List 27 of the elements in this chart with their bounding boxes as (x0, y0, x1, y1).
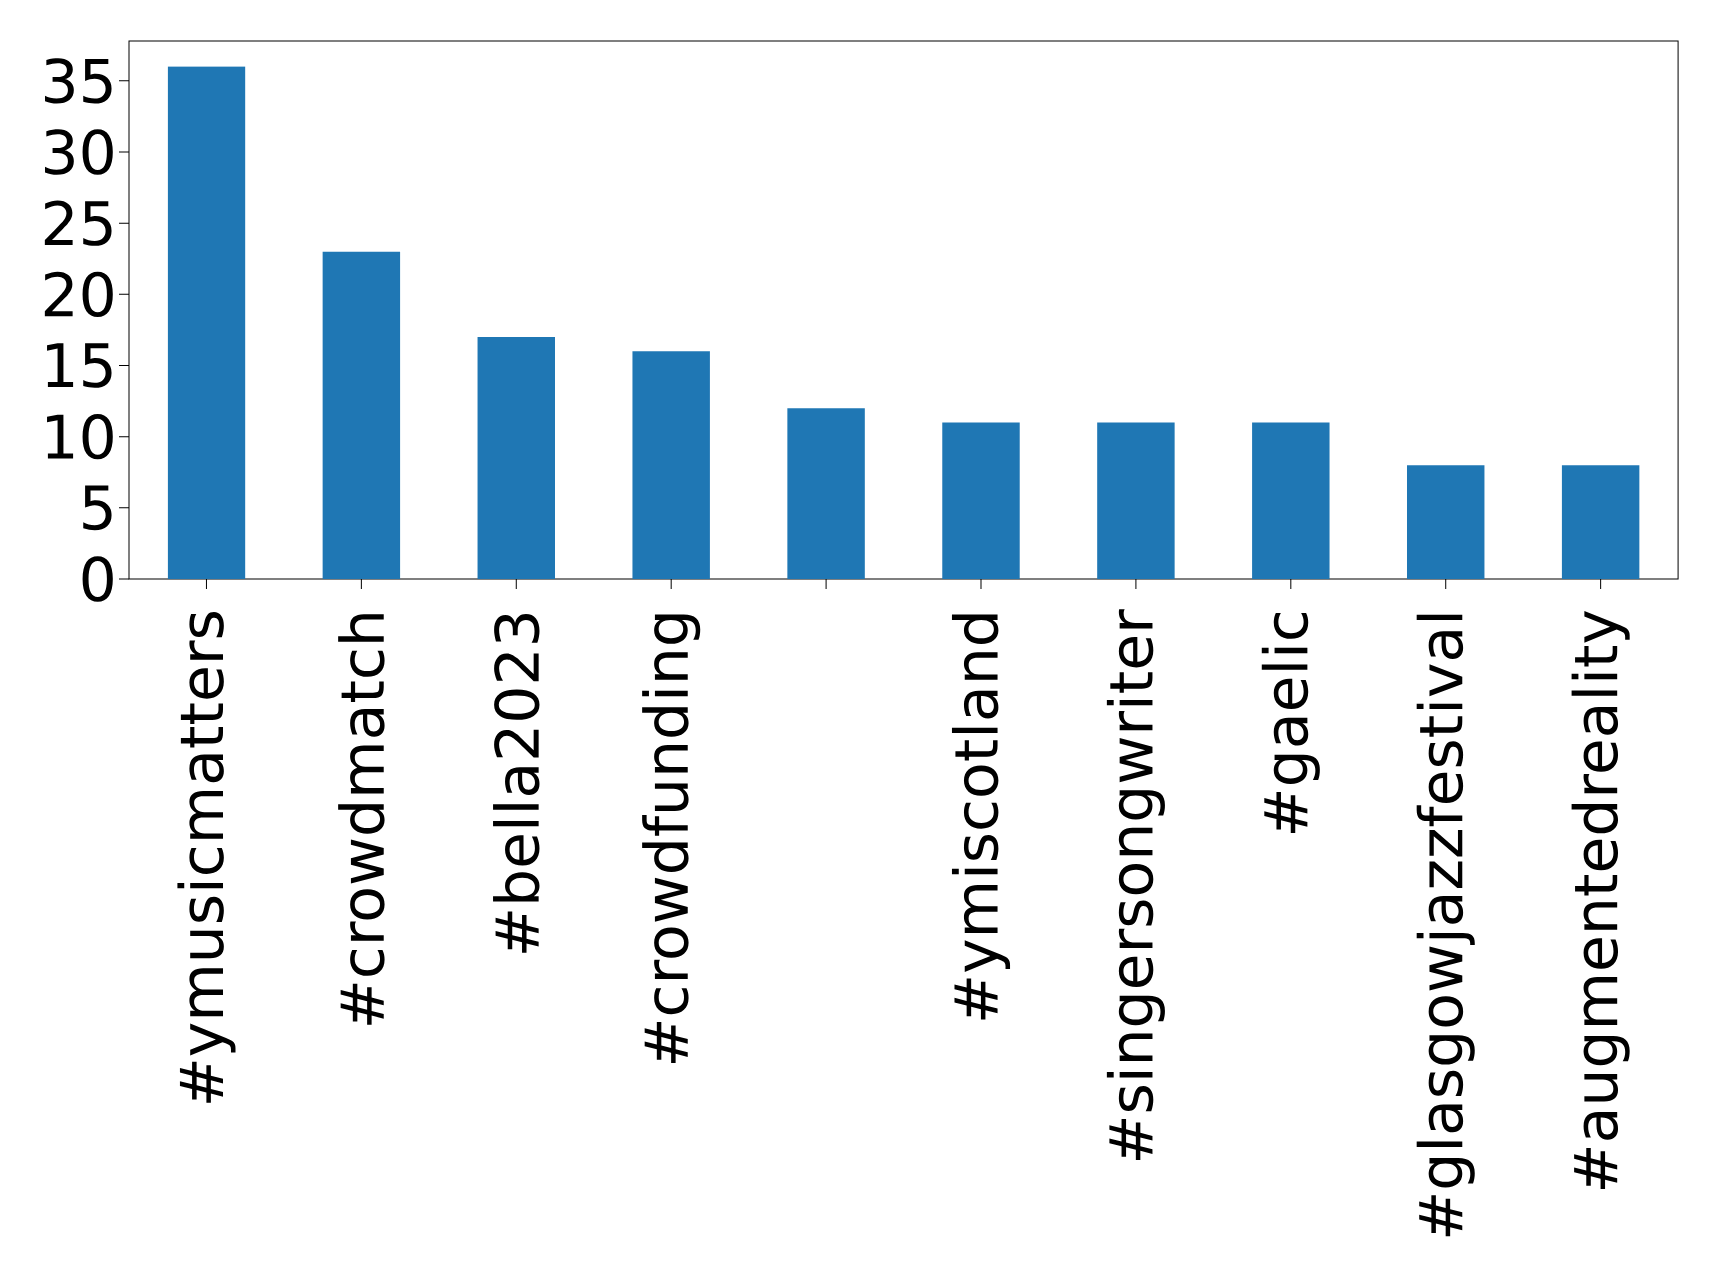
x-tick-label: #bella2023 (493, 614, 540, 953)
x-tick-label: #augmentedreality (1571, 610, 1630, 1190)
x-tick-label: #crowdfunding (642, 614, 701, 1064)
y-tick-label: 35 (45, 58, 112, 104)
bar (167, 66, 246, 579)
x-tick-label: #singersongwriter (1106, 609, 1165, 1161)
y-tick-label: 25 (44, 200, 112, 246)
y-tick-label: 30 (45, 129, 113, 175)
bar (787, 408, 865, 579)
bar (632, 351, 710, 579)
bar (1561, 465, 1640, 579)
bar (1097, 422, 1175, 579)
x-tick-label: #gaelic (1261, 612, 1320, 833)
y-tick-label: 0 (82, 556, 113, 602)
y-tick-label: 15 (47, 343, 112, 388)
bar (942, 422, 1020, 579)
y-tick-label: 20 (44, 271, 113, 318)
bar (1252, 422, 1330, 579)
bar (1407, 465, 1485, 579)
bar (477, 337, 555, 579)
x-tick-label: #ymusicmatters (177, 612, 236, 1103)
bar (322, 251, 401, 579)
x-tick-label: #ymiscotland (951, 614, 1011, 1020)
x-tick-label: #glasgowjazzfestival (1416, 614, 1475, 1237)
x-tick-label: #crowdmatch (338, 614, 385, 1025)
y-tick-label: 5 (83, 485, 112, 531)
y-tick-label: 10 (47, 413, 113, 460)
